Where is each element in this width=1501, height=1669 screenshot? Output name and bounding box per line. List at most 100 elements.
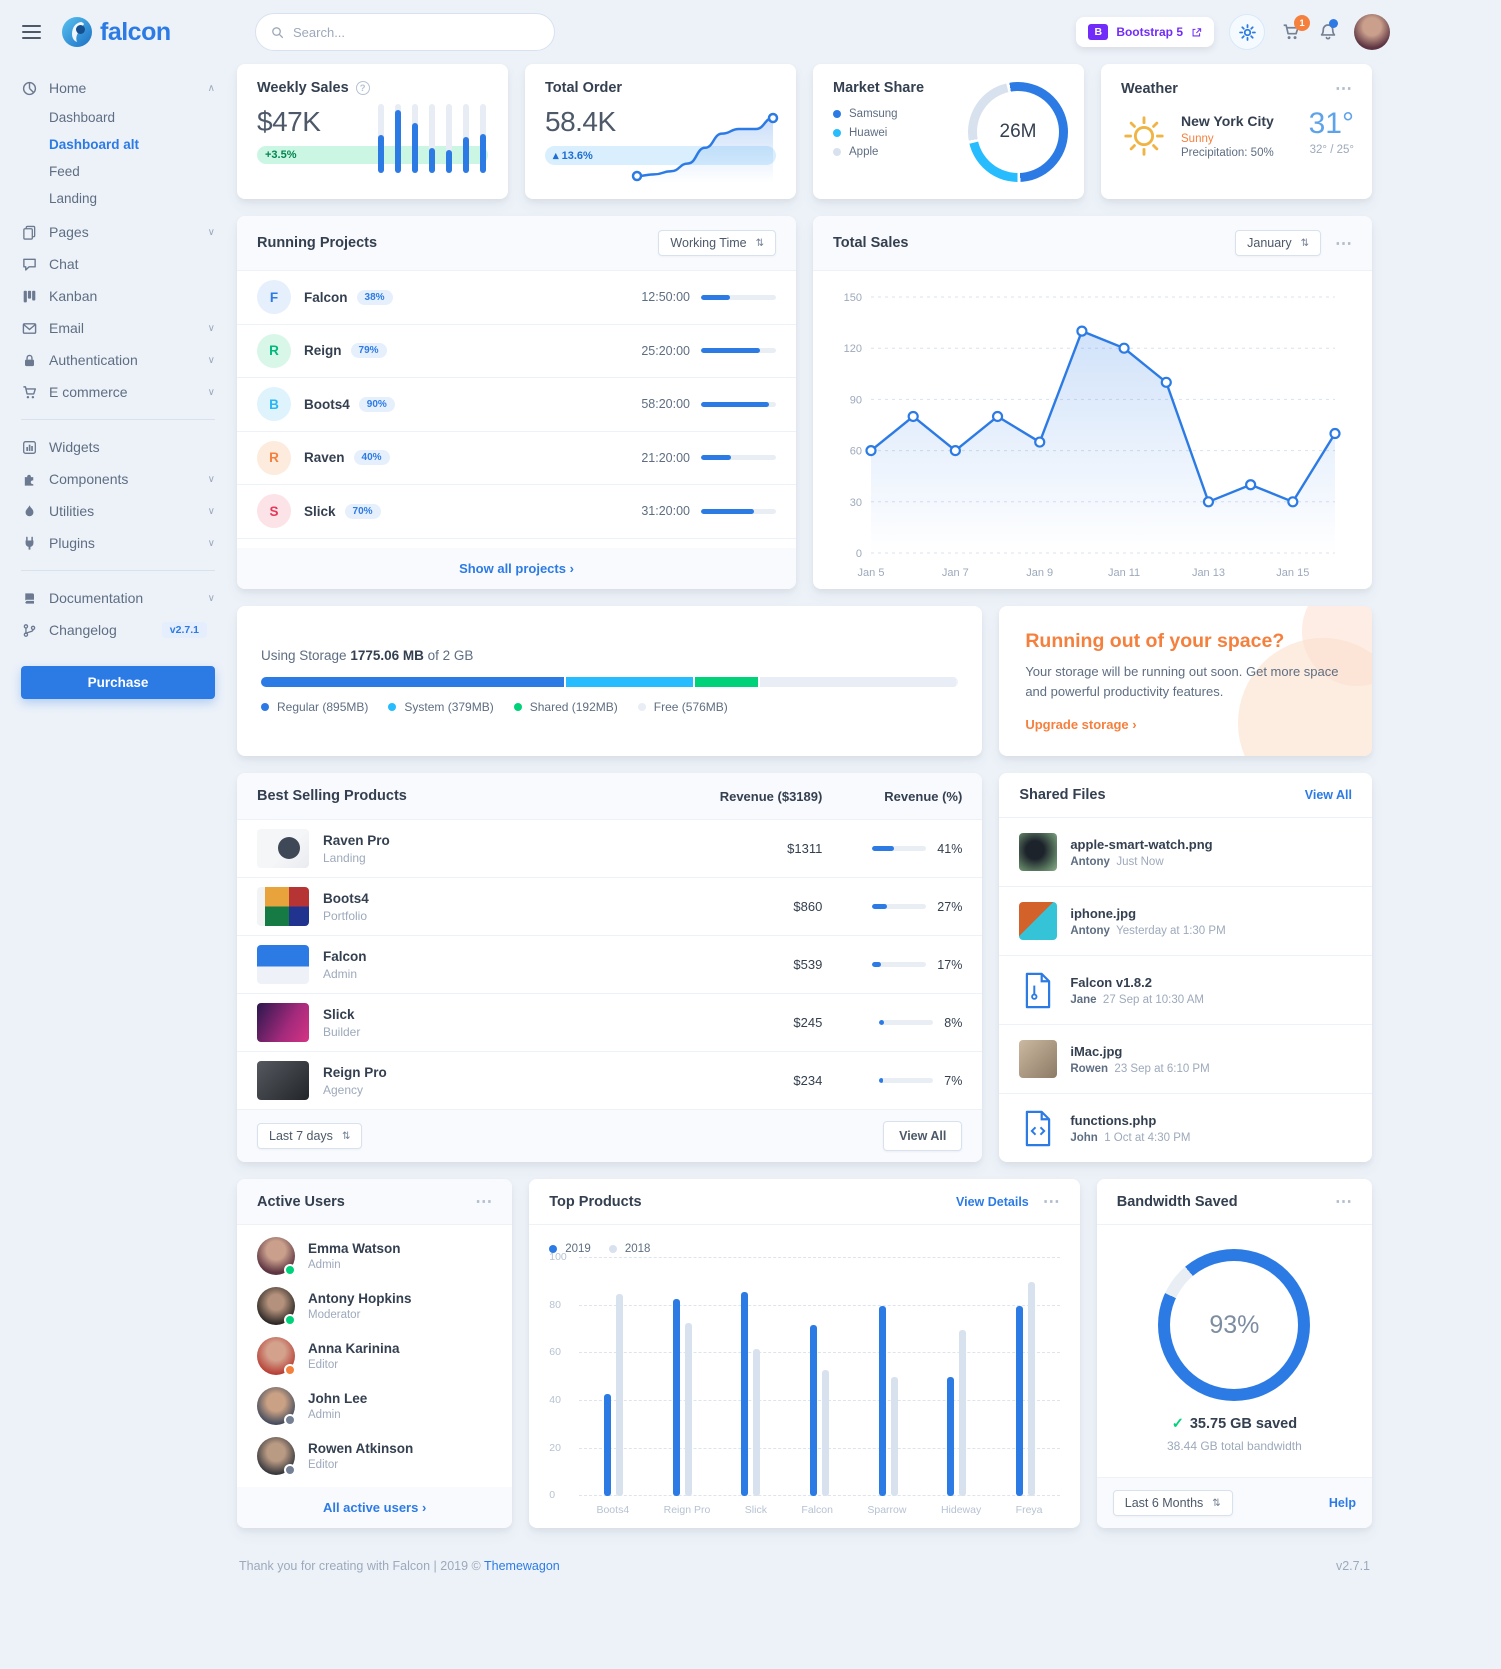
purchase-button[interactable]: Purchase [21, 666, 215, 699]
shared-file-falcon-v1-8-2[interactable]: Falcon v1.8.2 Jane 27 Sep at 10:30 AM [999, 956, 1372, 1026]
total-sales-menu-button[interactable] [1335, 235, 1352, 252]
bar-groups [579, 1271, 1060, 1497]
best-selling-products-card: Best Selling Products Revenue ($3189) Re… [237, 773, 983, 1163]
last-7-days-select[interactable]: Last 7 days [257, 1123, 363, 1150]
bar-2018-boots4 [616, 1293, 624, 1497]
sidebar: Home ∧ Dashboard Dashboard alt Feed Landing… [0, 64, 237, 699]
sun-icon [1121, 113, 1167, 159]
space-card-text: Your storage will be running out soon. G… [1025, 664, 1339, 700]
product-thumbnail [257, 887, 309, 927]
sidebar-item-widgets[interactable]: Widgets [21, 431, 215, 463]
sidebar-subitem-landing[interactable]: Landing [49, 191, 98, 206]
storage-legend-shared-192mb-: Shared (192MB) [513, 700, 618, 714]
sidebar-item-e-commerce[interactable]: E commerce ∨ [21, 376, 215, 408]
falcon-logo[interactable]: falcon [61, 16, 171, 48]
total-order-sparkline [630, 105, 780, 183]
gridline: 20 [549, 1442, 1060, 1454]
sidebar-subitem-dashboard-alt[interactable]: Dashboard alt [49, 137, 140, 152]
shared-file-imac-jpg[interactable]: iMac.jpg Rowen 23 Sep at 6:10 PM [999, 1025, 1372, 1095]
sidebar-item-kanban[interactable]: Kanban [21, 280, 215, 312]
user-row-john-lee[interactable]: John Lee Admin [237, 1381, 512, 1431]
menu-toggle-button[interactable] [18, 21, 45, 43]
product-row-reign-pro[interactable]: Reign Pro Agency $234 7% [237, 1052, 983, 1111]
product-thumbnail [257, 1003, 309, 1043]
top-products-menu-button[interactable] [1043, 1193, 1060, 1210]
sidebar-item-pages[interactable]: Pages ∨ [21, 216, 215, 248]
product-percent: 7% [944, 1073, 963, 1088]
bandwidth-menu-button[interactable] [1335, 1193, 1352, 1210]
user-row-rowen-atkinson[interactable]: Rowen Atkinson Editor [237, 1431, 512, 1481]
help-link[interactable]: Help [1328, 1496, 1356, 1511]
project-row-raven[interactable]: R Raven 40% 21:20:00 [237, 432, 796, 485]
project-row-reign[interactable]: R Reign 79% 25:20:00 [237, 325, 796, 378]
product-revenue: $860 [793, 899, 823, 915]
weekly-sales-bar [429, 104, 435, 173]
sidebar-item-home[interactable]: Home ∧ [21, 72, 215, 104]
active-users-title: Active Users [257, 1193, 345, 1210]
sidebar-divider [21, 570, 215, 571]
market-share-donut-chart: 26M [968, 82, 1068, 182]
branch-icon [21, 623, 38, 638]
file-code-icon [1023, 1110, 1053, 1147]
month-select[interactable]: January [1235, 230, 1321, 256]
weather-menu-button[interactable] [1335, 80, 1352, 97]
shared-file-iphone-jpg[interactable]: iphone.jpg Antony Yesterday at 1:30 PM [999, 887, 1372, 957]
sidebar-item-changelog[interactable]: Changelog v2.7.1 [21, 614, 215, 646]
settings-button[interactable] [1229, 14, 1265, 50]
category-label-boots4: Boots4 [596, 1504, 630, 1517]
sidebar-item-utilities[interactable]: Utilities ∨ [21, 495, 215, 527]
project-row-boots4[interactable]: B Boots4 90% 58:20:00 [237, 378, 796, 432]
active-users-menu-button[interactable] [475, 1193, 492, 1210]
upgrade-storage-link[interactable]: Upgrade storage [1025, 717, 1346, 732]
running-projects-title: Running Projects [257, 235, 378, 251]
view-all-button[interactable]: View All [883, 1121, 963, 1152]
user-row-anna-karinina[interactable]: Anna Karinina Editor [237, 1331, 512, 1381]
sidebar-item-components[interactable]: Components ∨ [21, 463, 215, 495]
question-icon[interactable] [355, 81, 370, 95]
sidebar-subitem-feed[interactable]: Feed [49, 164, 80, 179]
running-projects-card: Running Projects Working Time F Falcon 3… [237, 216, 796, 589]
all-active-users-link[interactable]: All active users [237, 1487, 513, 1529]
running-projects-list: F Falcon 38% 12:50:00 R Reign 79% 25:20:… [237, 271, 796, 539]
notifications-button[interactable] [1317, 19, 1339, 43]
last-6-months-select[interactable]: Last 6 Months [1112, 1490, 1233, 1517]
sidebar-item-documentation[interactable]: Documentation ∨ [21, 582, 215, 614]
product-percent: 17% [937, 957, 963, 972]
bootstrap-version-pill[interactable]: B Bootstrap 5 [1076, 17, 1214, 47]
show-all-projects-link[interactable]: Show all projects [237, 548, 796, 589]
view-details-link[interactable]: View Details [956, 1194, 1029, 1209]
sidebar-subitem-dashboard[interactable]: Dashboard [49, 110, 116, 125]
project-row-slick[interactable]: S Slick 70% 31:20:00 [237, 485, 796, 539]
shared-file-apple-smart-watch-png[interactable]: apple-smart-watch.png Antony Just Now [999, 818, 1372, 888]
active-users-list: Emma Watson Admin Antony Hopkins Moderator… [237, 1225, 512, 1487]
project-row-falcon[interactable]: F Falcon 38% 12:50:00 [237, 271, 796, 325]
product-row-slick[interactable]: Slick Builder $245 8% [237, 994, 983, 1053]
product-row-falcon[interactable]: Falcon Admin $539 17% [237, 936, 983, 995]
project-progress-bar [701, 508, 776, 514]
sidebar-item-email[interactable]: Email ∨ [21, 312, 215, 344]
working-time-select[interactable]: Working Time [658, 230, 776, 256]
file-thumbnail [1019, 1040, 1058, 1079]
legend-dot [608, 1245, 617, 1254]
sidebar-item-plugins[interactable]: Plugins ∨ [21, 527, 215, 559]
product-row-boots4[interactable]: Boots4 Portfolio $860 27% [237, 878, 983, 937]
search-input[interactable] [293, 24, 539, 40]
user-row-emma-watson[interactable]: Emma Watson Admin [237, 1231, 512, 1281]
themewagon-link[interactable]: Themewagon [484, 1559, 560, 1574]
shared-file-functions-php[interactable]: functions.php John 1 Oct at 4:30 PM [999, 1094, 1372, 1162]
user-row-antony-hopkins[interactable]: Antony Hopkins Moderator [237, 1281, 512, 1331]
cart-button[interactable]: 1 [1280, 15, 1310, 43]
top-products-card: Top Products View Details 2019 2018 0 20 40… [529, 1179, 1080, 1529]
sidebar-item-authentication[interactable]: Authentication ∨ [21, 344, 215, 376]
bandwidth-saved-card: Bandwidth Saved 93% ✓35.75 GB saved 38.4… [1096, 1179, 1372, 1529]
chevron-down-icon: ∨ [207, 537, 215, 549]
svg-text:Jan 9: Jan 9 [1026, 567, 1053, 579]
user-avatar[interactable] [1354, 14, 1390, 50]
product-row-raven-pro[interactable]: Raven Pro Landing $1311 41% [237, 820, 983, 879]
product-revenue: $234 [793, 1073, 823, 1089]
bandwidth-percent: 93% [1209, 1310, 1260, 1339]
pie-chart-icon [21, 81, 38, 96]
sidebar-item-chat[interactable]: Chat [21, 248, 215, 280]
shared-files-view-all-link[interactable]: View All [1304, 788, 1352, 803]
search-box[interactable] [255, 13, 555, 51]
